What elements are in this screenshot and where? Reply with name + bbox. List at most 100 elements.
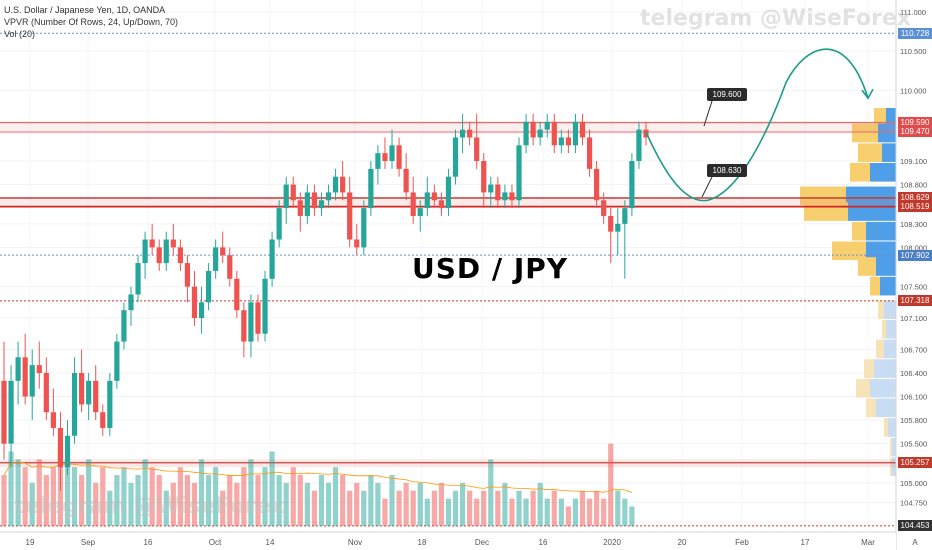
vpvr-down-bar (858, 257, 876, 276)
candle-body (57, 427, 64, 468)
candle-body (354, 239, 360, 248)
vpvr-up-bar (886, 108, 896, 127)
volume-bar (594, 490, 600, 527)
candle-body (8, 380, 14, 444)
vpvr-up-bar (870, 378, 896, 398)
vpvr-down-bar (870, 276, 880, 296)
price-tick-label: 107.500 (900, 283, 927, 292)
candle-body (516, 145, 522, 201)
vpvr-down-bar (876, 339, 884, 359)
candle-body (269, 239, 275, 279)
volume-bar (107, 490, 113, 527)
volume-bar (269, 451, 275, 527)
volume-bar (234, 482, 240, 527)
candle-body (495, 184, 501, 201)
candle-body (340, 176, 346, 193)
volume-bar (191, 482, 198, 527)
time-tick-label: Sep (81, 538, 96, 547)
volume-bar (601, 498, 607, 527)
volume-bar (572, 498, 579, 527)
volume-bar (297, 475, 303, 527)
candle-body (255, 302, 261, 334)
annotation-upper: 109.600 (707, 88, 747, 101)
time-tick-label: Nov (348, 538, 362, 547)
volume-bar (325, 482, 332, 527)
candle-body (198, 302, 205, 319)
candle-body (71, 372, 78, 436)
vpvr-up-bar (882, 143, 896, 162)
time-tick-label: Oct (209, 538, 222, 547)
price-tick-label: 108.800 (900, 181, 927, 190)
candle-body (347, 192, 353, 240)
volume-bar (29, 482, 35, 527)
candle-body (502, 192, 508, 201)
candle-body (149, 239, 155, 248)
candle-body (15, 357, 21, 381)
time-tick-label: 19 (26, 538, 35, 547)
candle-body (93, 380, 99, 413)
volume-bar (50, 467, 56, 527)
candle-body (417, 208, 423, 216)
volume-bar (332, 467, 339, 527)
candle-body (318, 200, 325, 209)
watermark-top: telegram @WiseForex (640, 6, 911, 31)
candle-body (107, 380, 113, 428)
candle-body (558, 137, 564, 146)
volume-bar (340, 475, 346, 527)
time-tick-label: Feb (735, 538, 749, 547)
candle-body (304, 192, 310, 216)
center-title: USD / JPY (412, 252, 569, 285)
volume-bar (71, 467, 78, 527)
volume-bar (551, 490, 557, 527)
watermark-bottom: telegram @WiseForex (14, 494, 285, 519)
vpvr-down-bar (858, 143, 882, 162)
vpvr-down-bar (890, 457, 892, 477)
volume-bar (382, 498, 388, 527)
volume-bar (488, 459, 494, 527)
price-tick-label: 104.750 (900, 499, 927, 508)
volume-bar (629, 506, 635, 527)
price-tick-label: 106.400 (900, 369, 927, 378)
candle-body (184, 263, 191, 287)
projection-path (645, 48, 869, 202)
candle-body (79, 372, 85, 405)
vpvr-down-bar (882, 319, 886, 339)
time-tick-label: Mar (861, 538, 875, 547)
price-badge: 109.470 (898, 126, 932, 138)
volume-bar (43, 475, 49, 527)
volume-bar (255, 475, 261, 527)
volume-bar (8, 451, 14, 527)
volume-bar (608, 443, 614, 527)
candle-body (121, 310, 127, 342)
vol-line: Vol (20) (4, 29, 36, 39)
candle-body (509, 192, 515, 201)
volume-bar (389, 475, 395, 527)
volume-bar (579, 490, 586, 527)
candle-body (276, 208, 282, 240)
volume-bar (354, 482, 360, 527)
volume-bar (410, 490, 416, 527)
candle-body (452, 137, 459, 177)
volume-bar (227, 475, 233, 527)
volume-bar (15, 459, 21, 527)
candle-body (234, 278, 240, 311)
time-tick-label: 17 (801, 538, 810, 547)
volume-bar (565, 506, 571, 527)
volume-bar (64, 459, 71, 527)
candle-body (170, 239, 176, 248)
volume-bar (1, 475, 7, 527)
vpvr-up-bar (870, 162, 896, 182)
volume-bar (36, 459, 42, 527)
volume-bar (283, 482, 289, 527)
time-tick-label: A (912, 538, 918, 547)
volume-bar (523, 498, 529, 527)
candle-body (1, 380, 7, 444)
volume-bar (347, 490, 353, 527)
volume-bar (467, 490, 473, 527)
candle-body (579, 121, 586, 138)
vpvr-down-bar (890, 437, 892, 457)
volume-bar (445, 498, 452, 527)
candle-body (594, 168, 600, 201)
symbol-line: U.S. Dollar / Japanese Yen, 1D, OANDA (4, 5, 166, 15)
price-tick-label: 111.000 (900, 8, 926, 17)
